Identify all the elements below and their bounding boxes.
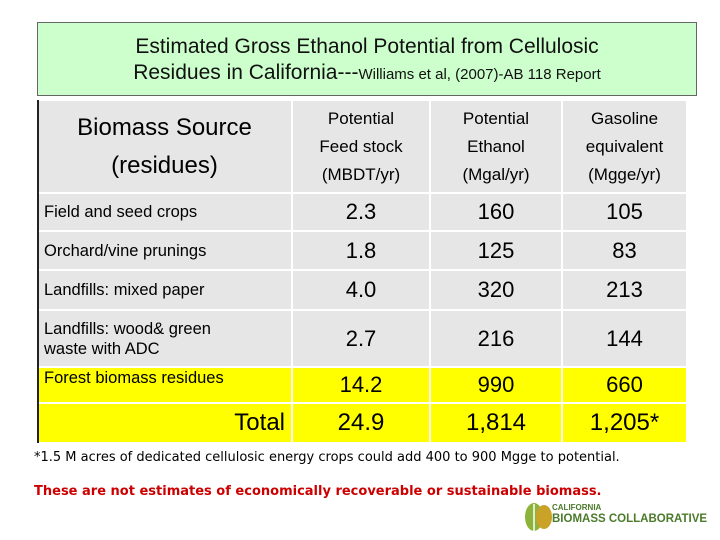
disclaimer: These are not estimates of economically … bbox=[34, 484, 602, 499]
cell-value: 2.3 bbox=[345, 199, 377, 224]
table-cell: 105 bbox=[562, 193, 687, 231]
table-cell: 1.8 bbox=[292, 231, 430, 270]
table-cell: 320 bbox=[430, 270, 562, 310]
cell-value: 2.7 bbox=[345, 325, 377, 351]
footnote: *1.5 M acres of dedicated cellulosic ene… bbox=[34, 450, 620, 465]
row-label: Field and seed crops bbox=[44, 203, 198, 221]
table-cell: Potential Ethanol (Mgal/yr) bbox=[430, 100, 562, 193]
header-text: Ethanol bbox=[467, 136, 525, 156]
title-box: Estimated Gross Ethanol Potential from C… bbox=[37, 22, 697, 96]
header-text: Biomass Source bbox=[77, 113, 252, 141]
table-cell: 160 bbox=[430, 193, 562, 231]
table-cell: Total bbox=[37, 403, 292, 443]
cell-value: 1.8 bbox=[345, 237, 377, 263]
table-cell: 125 bbox=[430, 231, 562, 270]
cell-value: 83 bbox=[612, 237, 637, 263]
table-cell: Biomass Source (residues) bbox=[37, 100, 292, 193]
table-cell: 213 bbox=[562, 270, 687, 310]
table-border bbox=[37, 100, 687, 443]
cell-value: 24.9 bbox=[337, 409, 385, 436]
cell-value: 160 bbox=[477, 199, 515, 224]
table-cell: Orchard/vine prunings bbox=[37, 231, 292, 270]
logo-icon bbox=[525, 503, 552, 531]
title-line: Estimated Gross Ethanol Potential from C… bbox=[135, 35, 599, 58]
cell-value: 990 bbox=[477, 372, 515, 397]
header-text: Potential bbox=[327, 108, 395, 128]
table-cell: 660 bbox=[562, 367, 687, 403]
table-cell: Field and seed crops bbox=[37, 193, 292, 231]
header-text: (residues) bbox=[111, 151, 218, 179]
logo-text: BIOMASS COLLABORATIVE bbox=[552, 513, 708, 525]
header-text: Potential bbox=[462, 108, 530, 128]
table-cell: Landfills: mixed paper bbox=[37, 270, 292, 310]
cell-value: 4.0 bbox=[345, 277, 377, 302]
cell-value: 105 bbox=[606, 199, 643, 224]
cell-value: 1,205* bbox=[589, 409, 660, 436]
header-text: Feed stock bbox=[319, 136, 403, 156]
row-label: Total bbox=[234, 409, 285, 436]
cell-value: 216 bbox=[477, 325, 515, 351]
cell-value: 144 bbox=[606, 325, 643, 351]
header-text: equivalent bbox=[585, 136, 664, 156]
logo-text: CALIFORNIA bbox=[552, 503, 602, 512]
row-label: Forest biomass residues bbox=[44, 369, 224, 387]
header-text: (Mgge/yr) bbox=[588, 164, 661, 184]
table-cell: 1,205* bbox=[562, 403, 687, 443]
header-text: Gasoline bbox=[590, 108, 659, 128]
table-cell: 1,814 bbox=[430, 403, 562, 443]
table-cell: 2.3 bbox=[292, 193, 430, 231]
table-cell: Potential Feed stock (MBDT/yr) bbox=[292, 100, 430, 193]
table-cell: Landfills: wood& green waste with ADC bbox=[37, 310, 292, 367]
cell-value: 660 bbox=[606, 372, 643, 397]
cell-value: 320 bbox=[477, 277, 515, 302]
row-label: Landfills: mixed paper bbox=[44, 281, 205, 299]
table-cell: 990 bbox=[430, 367, 562, 403]
table-cell: 24.9 bbox=[292, 403, 430, 443]
cell-value: 14.2 bbox=[339, 372, 383, 397]
header-text: (MBDT/yr) bbox=[321, 164, 401, 184]
table-cell: Forest biomass residues bbox=[37, 367, 292, 403]
table-cell: 83 bbox=[562, 231, 687, 270]
cell-value: 125 bbox=[477, 237, 515, 263]
row-label: waste with ADC bbox=[44, 339, 160, 358]
citation: Williams et al, (2007)-AB 118 Report bbox=[358, 66, 601, 83]
cell-value: 1,814 bbox=[465, 409, 527, 436]
table-cell: Gasoline equivalent (Mgge/yr) bbox=[562, 100, 687, 193]
cell-value: 213 bbox=[606, 277, 643, 302]
row-label: Orchard/vine prunings bbox=[44, 241, 207, 260]
header-text: (Mgal/yr) bbox=[462, 164, 530, 184]
table-cell: 2.7 bbox=[292, 310, 430, 367]
table-cell: 14.2 bbox=[292, 367, 430, 403]
table-cell: 144 bbox=[562, 310, 687, 367]
table-cell: 216 bbox=[430, 310, 562, 367]
table-cell: 4.0 bbox=[292, 270, 430, 310]
title-line: Residues in California--- bbox=[133, 61, 359, 84]
row-label: Landfills: wood& green bbox=[44, 319, 211, 338]
